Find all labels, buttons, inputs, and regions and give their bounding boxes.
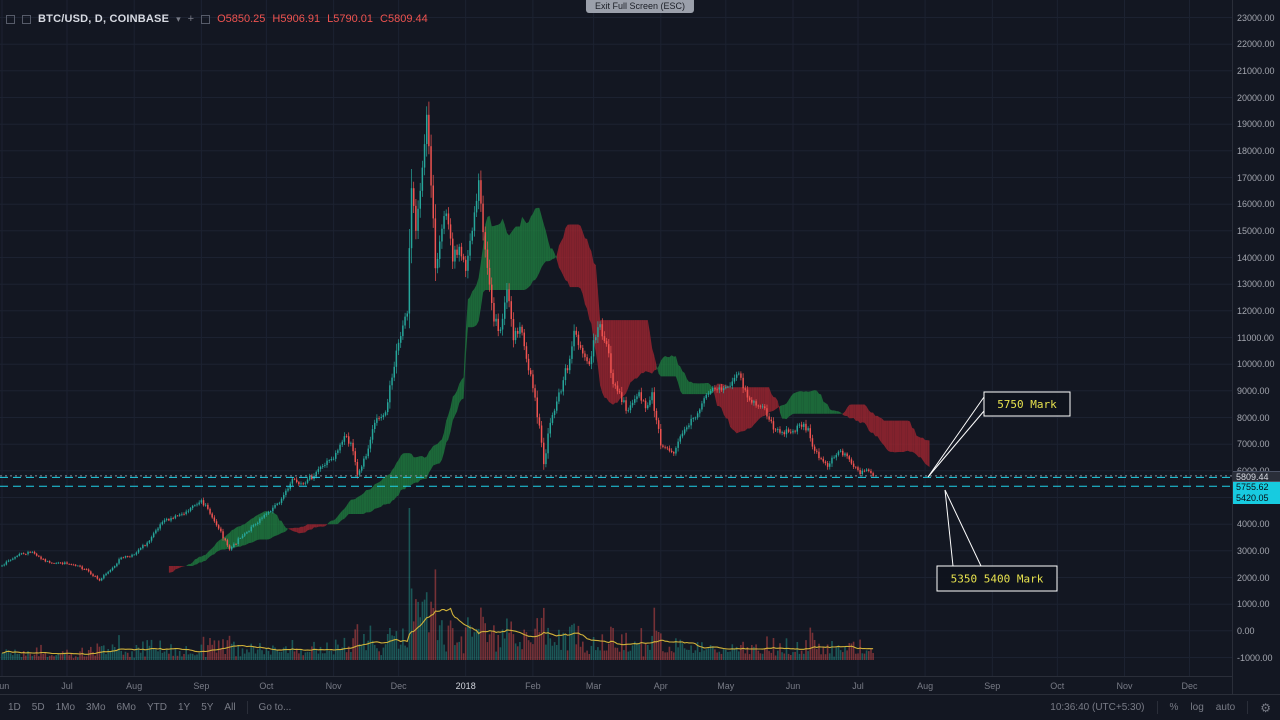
- time-tick-label: Oct: [259, 681, 274, 691]
- time-tick-label: Aug: [126, 681, 143, 691]
- candles: [1, 101, 874, 582]
- price-tick-label: -1000.00: [1237, 652, 1273, 663]
- annotation-callouts[interactable]: 5750 Mark 5350 5400 Mark: [927, 391, 1071, 592]
- grid-lines: [0, 0, 1232, 676]
- toolbar-right: 10:36:40 (UTC+5:30) % log auto ⚙: [1050, 701, 1280, 714]
- time-tick-label: Dec: [1181, 681, 1198, 691]
- volume-ma-line: [1, 607, 874, 655]
- ohlc-o: O5850.25: [217, 13, 266, 25]
- goto-button[interactable]: Go to...: [258, 702, 292, 713]
- price-tick-label: 0.00: [1237, 625, 1255, 636]
- chart-canvas[interactable]: 5750 Mark 5350 5400 Mark: [0, 0, 1232, 694]
- price-tick-label: 15000.00: [1237, 225, 1275, 236]
- horizontal-level-lines[interactable]: [0, 475, 1232, 487]
- ohlc-l: L5790.01: [327, 13, 374, 25]
- time-tick-label: Oct: [1050, 681, 1065, 691]
- chart-style-icon[interactable]: [201, 14, 211, 24]
- range-button-1d[interactable]: 1D: [8, 702, 21, 713]
- range-button-all[interactable]: All: [224, 702, 236, 713]
- range-button-1y[interactable]: 1Y: [177, 702, 191, 713]
- range-button-3mo[interactable]: 3Mo: [86, 702, 106, 713]
- time-tick-label: Mar: [585, 681, 602, 691]
- price-tick-label: 3000.00: [1237, 545, 1270, 556]
- annotation-callout[interactable]: [936, 565, 1058, 592]
- price-tick-label: 2000.00: [1237, 572, 1270, 583]
- price-tick-label: 6000.00: [1237, 466, 1270, 476]
- divider: [1156, 701, 1158, 714]
- divider: [246, 701, 248, 714]
- price-tick-label: 21000.00: [1237, 65, 1275, 76]
- price-axis[interactable]: 23000.00 22000.00 21000.00 20000.00 19000.00…: [1232, 0, 1280, 694]
- level-price-badge: 5420.05: [1233, 492, 1280, 504]
- time-tick-label: Jul: [852, 681, 864, 691]
- annotation-callout[interactable]: [983, 391, 1071, 417]
- price-tick-label: 7000.00: [1237, 439, 1270, 450]
- price-tick-label: 18000.00: [1237, 145, 1275, 156]
- menu-icon[interactable]: [6, 14, 15, 24]
- exit-fullscreen-tooltip[interactable]: Exit Full Screen (ESC): [585, 0, 695, 13]
- time-tick-label: Sep: [984, 681, 1001, 691]
- price-tick-label: 11000.00: [1237, 332, 1274, 343]
- price-tick-label: 12000.00: [1237, 305, 1275, 316]
- ohlc-c: C5809.44: [380, 13, 428, 25]
- range-buttons: 1D 5D 1Mo 3Mo 6Mo YTD 1Y 5Y All Go to...: [0, 701, 291, 714]
- time-axis[interactable]: Jun Jul Aug Sep Oct Nov Dec 2018 Feb Mar Apr May Jun…: [0, 676, 1232, 694]
- symbol-legend: BTC/USD, D, COINBASE ▾ + O5850.25 H5906.9…: [6, 11, 428, 27]
- annotation-text: 5350 5400 Mark: [951, 573, 1044, 586]
- price-tick-label: 4000.00: [1237, 519, 1270, 530]
- time-tick-label: Jun: [785, 681, 801, 691]
- time-tick-label: Nov: [325, 681, 342, 691]
- level-price-badge: 5755.62: [1233, 481, 1280, 493]
- symbol-title[interactable]: BTC/USD, D, COINBASE: [38, 13, 170, 25]
- price-tick-label: 20000.00: [1237, 92, 1275, 103]
- time-tick-label: Jul: [61, 681, 73, 691]
- price-tick-label: 13000.00: [1237, 279, 1275, 290]
- percent-scale-button[interactable]: %: [1169, 702, 1179, 713]
- price-tick-label: 22000.00: [1237, 39, 1275, 50]
- range-button-5y[interactable]: 5Y: [201, 702, 214, 713]
- ohlc-values: O5850.25 H5906.91 L5790.01 C5809.44: [217, 13, 428, 25]
- range-button-1mo[interactable]: 1Mo: [55, 702, 76, 713]
- time-tick-label: Feb: [525, 681, 541, 691]
- annotation-text: 5750 Mark: [997, 398, 1057, 411]
- time-tick-label: Apr: [653, 681, 668, 691]
- range-button-5d[interactable]: 5D: [31, 702, 45, 713]
- log-scale-button[interactable]: log: [1190, 702, 1204, 713]
- time-tick-label: Dec: [390, 681, 407, 691]
- bottom-toolbar: 1D 5D 1Mo 3Mo 6Mo YTD 1Y 5Y All Go to... 10:36:40…: [0, 694, 1280, 720]
- auto-scale-button[interactable]: auto: [1215, 702, 1236, 713]
- clock-label: 10:36:40 (UTC+5:30): [1050, 702, 1145, 713]
- range-button-6mo[interactable]: 6Mo: [116, 702, 136, 713]
- time-tick-label: Sep: [193, 681, 210, 691]
- price-tick-label: 1000.00: [1237, 599, 1270, 610]
- volume-bars: [1, 508, 874, 660]
- price-tick-label: 19000.00: [1237, 119, 1275, 130]
- time-tick-label: Nov: [1116, 681, 1133, 691]
- ohlc-h: H5906.91: [272, 13, 321, 25]
- time-tick-label: 2018: [455, 681, 476, 691]
- price-tick-label: 10000.00: [1237, 359, 1275, 370]
- range-button-ytd[interactable]: YTD: [146, 702, 167, 713]
- price-tick-label: 16000.00: [1237, 199, 1275, 210]
- price-tick-label: 17000.00: [1237, 172, 1275, 183]
- gear-icon[interactable]: ⚙: [1260, 700, 1271, 715]
- time-tick-label: Jun: [0, 681, 10, 691]
- price-tick-label: 8000.00: [1237, 412, 1270, 423]
- time-tick-label: Aug: [917, 681, 934, 691]
- price-tick-label: 9000.00: [1237, 385, 1270, 396]
- chevron-down-icon[interactable]: ▾: [176, 13, 181, 24]
- price-tick-label: 23000.00: [1237, 12, 1275, 23]
- divider: [1247, 701, 1249, 714]
- compare-icon[interactable]: +: [187, 13, 195, 25]
- last-price-badge: 5809.44: [1233, 470, 1280, 482]
- layout-icon[interactable]: [22, 14, 31, 24]
- price-tick-label: 14000.00: [1237, 252, 1275, 263]
- time-tick-label: May: [717, 681, 735, 691]
